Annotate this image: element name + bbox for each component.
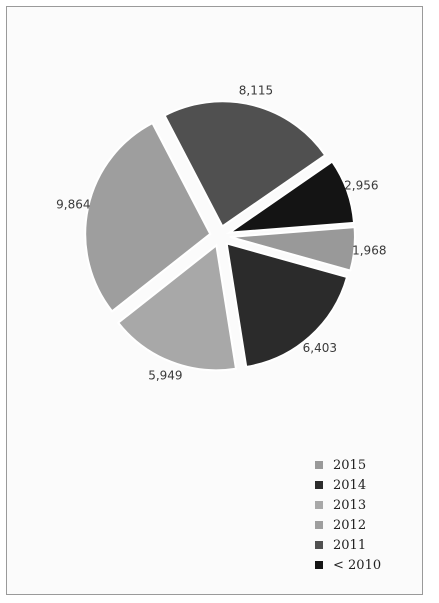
chart-legend: 2015 2014 2013 2012 2011 < 2010	[315, 455, 415, 575]
legend-swatch	[315, 541, 323, 549]
slice-value-label: 6,403	[303, 341, 337, 355]
pie-slice-2012	[84, 121, 212, 313]
legend-item: < 2010	[315, 555, 415, 575]
slice-value-label: 5,949	[148, 369, 182, 383]
legend-label: < 2010	[333, 557, 382, 573]
pie-slice-2010	[225, 160, 356, 234]
legend-item: 2013	[315, 495, 415, 515]
pie-slice-2015	[229, 226, 356, 272]
slice-value-label: 8,115	[239, 83, 273, 97]
legend-label: 2013	[333, 497, 367, 513]
slice-value-label: 2,956	[344, 179, 378, 193]
legend-swatch	[315, 481, 323, 489]
pie-slice-2014	[225, 242, 349, 369]
legend-item: 2015	[315, 455, 415, 475]
pie-slice-2013	[116, 243, 238, 372]
legend-swatch	[315, 561, 323, 569]
legend-swatch	[315, 521, 323, 529]
legend-item: 2014	[315, 475, 415, 495]
legend-item: 2011	[315, 535, 415, 555]
pie-slice-2011	[163, 100, 327, 228]
legend-swatch	[315, 461, 323, 469]
legend-item: 2012	[315, 515, 415, 535]
slice-value-label: 1,968	[352, 244, 386, 258]
legend-swatch	[315, 501, 323, 509]
legend-label: 2014	[333, 477, 367, 493]
slice-value-label: 9,864	[56, 198, 90, 212]
legend-label: 2012	[333, 517, 367, 533]
legend-label: 2011	[333, 537, 367, 553]
legend-label: 2015	[333, 457, 367, 473]
